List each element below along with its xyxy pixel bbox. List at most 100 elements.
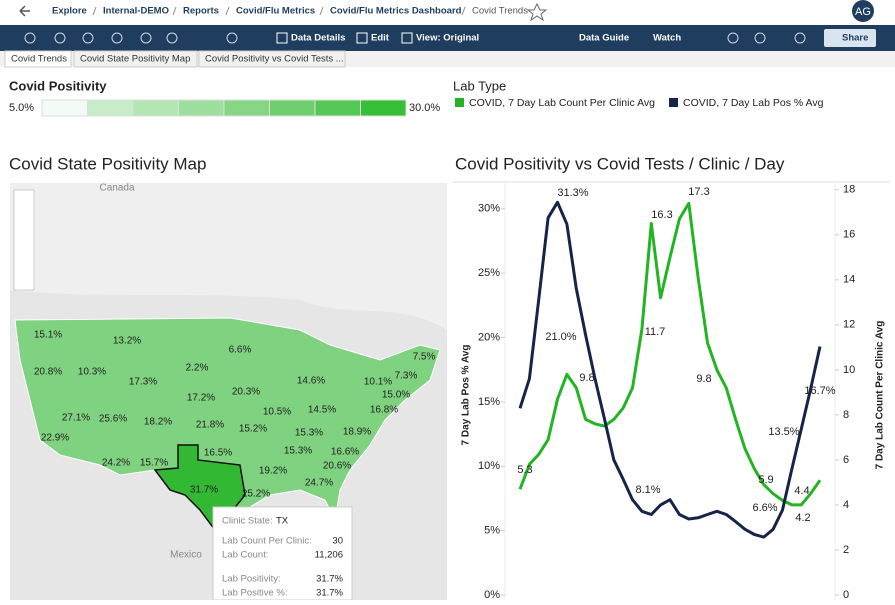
annotation: 9.8 xyxy=(696,373,711,385)
state-label[interactable]: 15.3% xyxy=(295,428,323,439)
annotation: 4.4 xyxy=(794,485,809,497)
y2-tick-label: 2 xyxy=(843,544,849,556)
state-label[interactable]: 2.2% xyxy=(186,363,209,374)
state-label[interactable]: 18.9% xyxy=(343,427,371,438)
state-label[interactable]: 27.1% xyxy=(62,413,90,424)
state-label[interactable]: 15.0% xyxy=(382,390,410,401)
state-label[interactable]: 16.8% xyxy=(370,405,398,416)
toolbar-icon[interactable] xyxy=(226,32,238,44)
toolbar-button[interactable]: Data Guide xyxy=(579,33,629,44)
toolbar-button[interactable]: Edit xyxy=(371,33,390,44)
annotation: 13.5% xyxy=(768,426,799,438)
breadcrumb-item[interactable]: Reports xyxy=(183,6,219,17)
y2-tick-label: 10 xyxy=(843,364,855,376)
state-label[interactable]: 20.8% xyxy=(34,367,62,378)
toolbar-button[interactable]: Share xyxy=(842,33,868,44)
breadcrumb-item[interactable]: Covid Trends xyxy=(472,6,528,17)
state-label[interactable]: 13.2% xyxy=(113,336,141,347)
state-label[interactable]: 25.6% xyxy=(99,414,127,425)
toolbar-icon xyxy=(276,32,288,44)
state-label[interactable]: 18.2% xyxy=(144,417,172,428)
toolbar-button[interactable]: View: Original xyxy=(416,33,479,44)
breadcrumb-item[interactable]: Covid/Flu Metrics xyxy=(236,6,315,17)
tooltip-key: Lab Positive %: xyxy=(222,588,287,599)
state-label[interactable]: 16.6% xyxy=(331,447,359,458)
tooltip-key: Lab Positivity: xyxy=(222,574,281,585)
toolbar-icon[interactable] xyxy=(727,32,739,44)
toolbar-icon[interactable] xyxy=(54,32,66,44)
y-tick-label: 0% xyxy=(484,589,500,600)
state-label[interactable]: 15.3% xyxy=(284,446,312,457)
breadcrumb-item[interactable]: Internal-DEMO xyxy=(103,6,169,17)
tab-label[interactable]: Covid State Positivity Map xyxy=(80,54,190,65)
avatar[interactable] xyxy=(852,0,874,22)
toolbar-button[interactable]: Data Details xyxy=(291,33,345,44)
y2-tick-label: 0 xyxy=(843,589,849,600)
y-tick-label: 15% xyxy=(478,396,500,408)
toolbar-icon[interactable] xyxy=(754,32,766,44)
annotation: 9.8 xyxy=(579,372,594,384)
share-button[interactable] xyxy=(824,29,876,47)
back-button[interactable] xyxy=(19,5,30,17)
state-label[interactable]: 24.7% xyxy=(305,478,333,489)
state-label[interactable]: 20.3% xyxy=(232,387,260,398)
tooltip-value: 31.7% xyxy=(316,574,343,585)
state-label[interactable]: 21.8% xyxy=(196,420,224,431)
breadcrumb-separator xyxy=(319,6,324,16)
favorite-star[interactable] xyxy=(526,2,548,22)
y2-tick-label: 14 xyxy=(843,274,855,286)
legend-title: Covid Positivity xyxy=(9,78,107,93)
state-label[interactable]: 10.3% xyxy=(78,367,106,378)
state-label[interactable]: 24.2% xyxy=(102,458,130,469)
tab[interactable] xyxy=(4,50,72,68)
annotation: 21.0% xyxy=(545,331,576,343)
state-label[interactable]: 16.5% xyxy=(204,448,232,459)
breadcrumb-item[interactable]: Explore xyxy=(52,6,87,17)
tab[interactable] xyxy=(198,50,346,68)
place-label: Canada xyxy=(99,183,134,194)
state-label[interactable]: 15.7% xyxy=(140,458,168,469)
legend-title: Lab Type xyxy=(453,78,506,93)
tab-label[interactable]: Covid Trends xyxy=(11,54,67,65)
state-label[interactable]: 22.9% xyxy=(41,433,69,444)
state-label[interactable]: 20.6% xyxy=(323,461,351,472)
toolbar-icon[interactable] xyxy=(111,32,123,44)
tab[interactable] xyxy=(73,50,198,68)
series-line xyxy=(518,200,822,539)
legend-swatch xyxy=(669,98,678,107)
state-label[interactable]: 6.6% xyxy=(229,345,252,356)
toolbar-icon[interactable] xyxy=(794,32,806,44)
state-label[interactable]: 10.5% xyxy=(263,407,291,418)
toolbar-icon[interactable] xyxy=(82,32,94,44)
state-label[interactable]: 7.3% xyxy=(395,371,418,382)
toolbar-icon[interactable] xyxy=(24,32,36,44)
map-title: Covid State Positivity Map xyxy=(9,154,206,173)
state-label[interactable]: 7.5% xyxy=(413,352,436,363)
toolbar-button[interactable]: Watch xyxy=(653,33,681,44)
state-label[interactable]: 25.2% xyxy=(242,489,270,500)
map-controls[interactable] xyxy=(13,189,35,291)
state-label[interactable]: 15.2% xyxy=(239,424,267,435)
toolbar-icon[interactable] xyxy=(166,32,178,44)
state-label[interactable]: 10.1% xyxy=(364,377,392,388)
state-label[interactable]: 17.2% xyxy=(187,393,215,404)
state-label[interactable]: 14.6% xyxy=(297,376,325,387)
state-label[interactable]: 15.1% xyxy=(34,330,62,341)
toolbar-icon xyxy=(401,32,413,44)
legend-swatch xyxy=(178,99,225,117)
state-label[interactable]: 14.5% xyxy=(308,405,336,416)
breadcrumb-item[interactable]: Covid/Flu Metrics Dashboard xyxy=(330,6,462,17)
annotation: 6.6% xyxy=(752,502,777,514)
legend-max: 30.0% xyxy=(409,102,440,114)
us-map[interactable] xyxy=(14,317,441,531)
tab-label[interactable]: Covid Positivity vs Covid Tests ... xyxy=(205,54,344,65)
state-label[interactable]: 17.3% xyxy=(129,377,157,388)
state-label[interactable]: 19.2% xyxy=(259,466,287,477)
y2-tick-label: 6 xyxy=(843,454,849,466)
legend-swatch xyxy=(223,99,270,117)
tooltip-key: Lab Count: xyxy=(222,550,268,561)
state-label[interactable]: 31.7% xyxy=(190,485,218,496)
toolbar-icon[interactable] xyxy=(140,32,152,44)
legend-swatch xyxy=(132,99,179,117)
